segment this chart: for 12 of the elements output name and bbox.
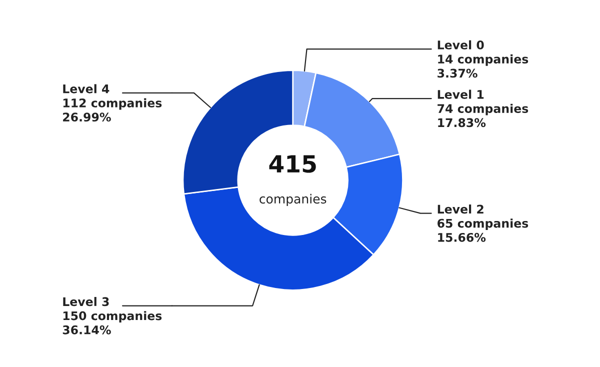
slice-label: Level 2 [438,204,484,214]
data-label: 65 companies 15.66% [438,218,528,242]
slice-label: Level 4 [63,84,110,94]
slice-label: Level 3 [63,296,109,306]
data-label: 150 companies 36.14% [62,311,162,334]
data-label: 74 companies 17.83% [438,104,528,128]
text: companies [260,194,326,206]
data-label: 112 companies 26.99% [63,98,162,122]
data-label: 14 companies 3.37% [438,54,528,78]
slice-label: Level 0 [438,40,484,50]
text: 415 [269,155,316,173]
slice-label: Level 1 [438,90,484,99]
